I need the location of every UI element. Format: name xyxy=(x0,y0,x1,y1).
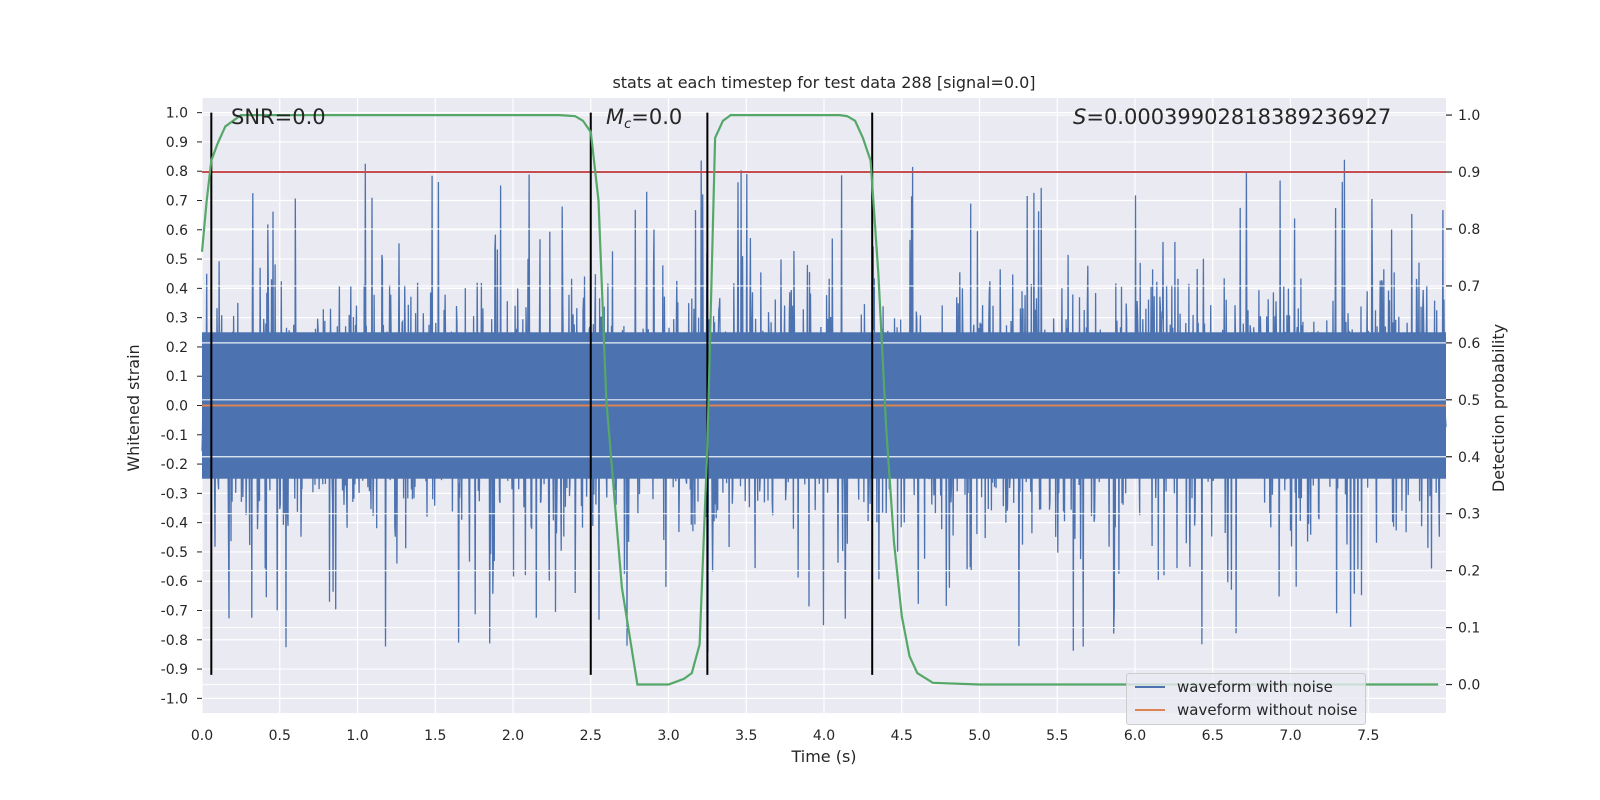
s-value: =0.0003990281838923692​7 xyxy=(1086,105,1391,129)
y-tick-label: 0.3 xyxy=(166,311,188,327)
y-tick-label: -1.0 xyxy=(161,691,188,707)
y-tick-label: -0.2 xyxy=(161,457,188,473)
x-tick-label: 0.5 xyxy=(269,728,291,744)
snr-annotation: SNR=0.0 xyxy=(231,105,326,129)
mc-symbol: M xyxy=(606,105,624,129)
y2-tick-label: 0.4 xyxy=(1458,450,1480,466)
y2-tick-label: 0.5 xyxy=(1458,393,1480,409)
y-tick-label: -0.5 xyxy=(161,545,188,561)
x-tick-label: 4.5 xyxy=(891,728,913,744)
y2-tick-label: 0.7 xyxy=(1458,279,1480,295)
y-tick-label: -0.4 xyxy=(161,516,188,532)
x-tick-label: 4.0 xyxy=(813,728,835,744)
s-symbol: S xyxy=(1073,105,1086,129)
y-axis-label: Whitened strain xyxy=(124,344,143,471)
y-tick-label: 0.6 xyxy=(166,223,188,239)
y2-tick-label: 0.1 xyxy=(1458,621,1480,637)
x-tick-label: 1.5 xyxy=(424,728,446,744)
chart-title: stats at each timestep for test data 288… xyxy=(612,73,1035,92)
legend-swatch-clean xyxy=(1135,709,1165,711)
ticks: 0.0 0.5 1.0 1.5 2.0 2.5 3.0 3.5 4.0 4.5 5.0 5.5 6.0 6… xyxy=(161,106,1481,744)
legend-label-clean: waveform without noise xyxy=(1177,701,1358,719)
x-tick-label: 5.0 xyxy=(968,728,990,744)
y-tick-label: 0.2 xyxy=(166,340,188,356)
x-tick-label: 6.5 xyxy=(1202,728,1224,744)
y-tick-label: 0.9 xyxy=(166,135,188,151)
x-tick-label: 2.0 xyxy=(502,728,524,744)
x-tick-label: 7.5 xyxy=(1357,728,1379,744)
legend-item-clean: waveform without noise xyxy=(1135,700,1357,720)
y-tick-label: -0.9 xyxy=(161,662,188,678)
mc-value: =0.0 xyxy=(631,105,682,129)
s-annotation: S=0.0003990281838923692​7 xyxy=(1073,105,1391,129)
x-tick-label: 0.0 xyxy=(191,728,213,744)
detection-probability-line xyxy=(200,113,1439,686)
y2-tick-label: 1.0 xyxy=(1458,108,1480,124)
x-tick-label: 2.5 xyxy=(580,728,602,744)
y-tick-label: 0.8 xyxy=(166,164,188,180)
legend-item-noise: waveform with noise xyxy=(1135,677,1333,697)
x-tick-label: 3.0 xyxy=(657,728,679,744)
y-tick-label: -0.6 xyxy=(161,574,188,590)
y-tick-label: 0.4 xyxy=(166,281,188,297)
x-tick-label: 5.5 xyxy=(1046,728,1068,744)
legend-label-noise: waveform with noise xyxy=(1177,678,1333,696)
y2-tick-label: 0.6 xyxy=(1458,336,1480,352)
x-tick-label: 3.5 xyxy=(735,728,757,744)
y-tick-label: 0.7 xyxy=(166,194,188,210)
mc-annotation: Mc=0.0 xyxy=(606,105,682,132)
x-tick-label: 1.0 xyxy=(346,728,368,744)
overlay xyxy=(200,112,1446,686)
x-tick-label: 6.0 xyxy=(1124,728,1146,744)
y-tick-label: -0.3 xyxy=(161,486,188,502)
y-tick-label: 0.0 xyxy=(166,399,188,415)
y-tick-label: -0.1 xyxy=(161,428,188,444)
legend-swatch-noise xyxy=(1135,686,1165,688)
y-tick-label: -0.7 xyxy=(161,604,188,620)
y2-tick-label: 0.8 xyxy=(1458,222,1480,238)
y-tick-label: 1.0 xyxy=(166,106,188,122)
y-tick-label: -0.8 xyxy=(161,633,188,649)
legend: waveform with noise waveform without noi… xyxy=(1126,673,1366,725)
x-axis-label: Time (s) xyxy=(790,747,856,766)
y-tick-label: 0.5 xyxy=(166,252,188,268)
y2-tick-label: 0.2 xyxy=(1458,564,1480,580)
mc-subscript: c xyxy=(624,117,631,132)
x-tick-label: 7.0 xyxy=(1279,728,1301,744)
y2-tick-label: 0.9 xyxy=(1458,165,1480,181)
y2-tick-label: 0.0 xyxy=(1458,678,1480,694)
y2-tick-label: 0.3 xyxy=(1458,507,1480,523)
y-tick-label: 0.1 xyxy=(166,369,188,385)
y2-axis-label: Detection probability xyxy=(1489,324,1508,492)
